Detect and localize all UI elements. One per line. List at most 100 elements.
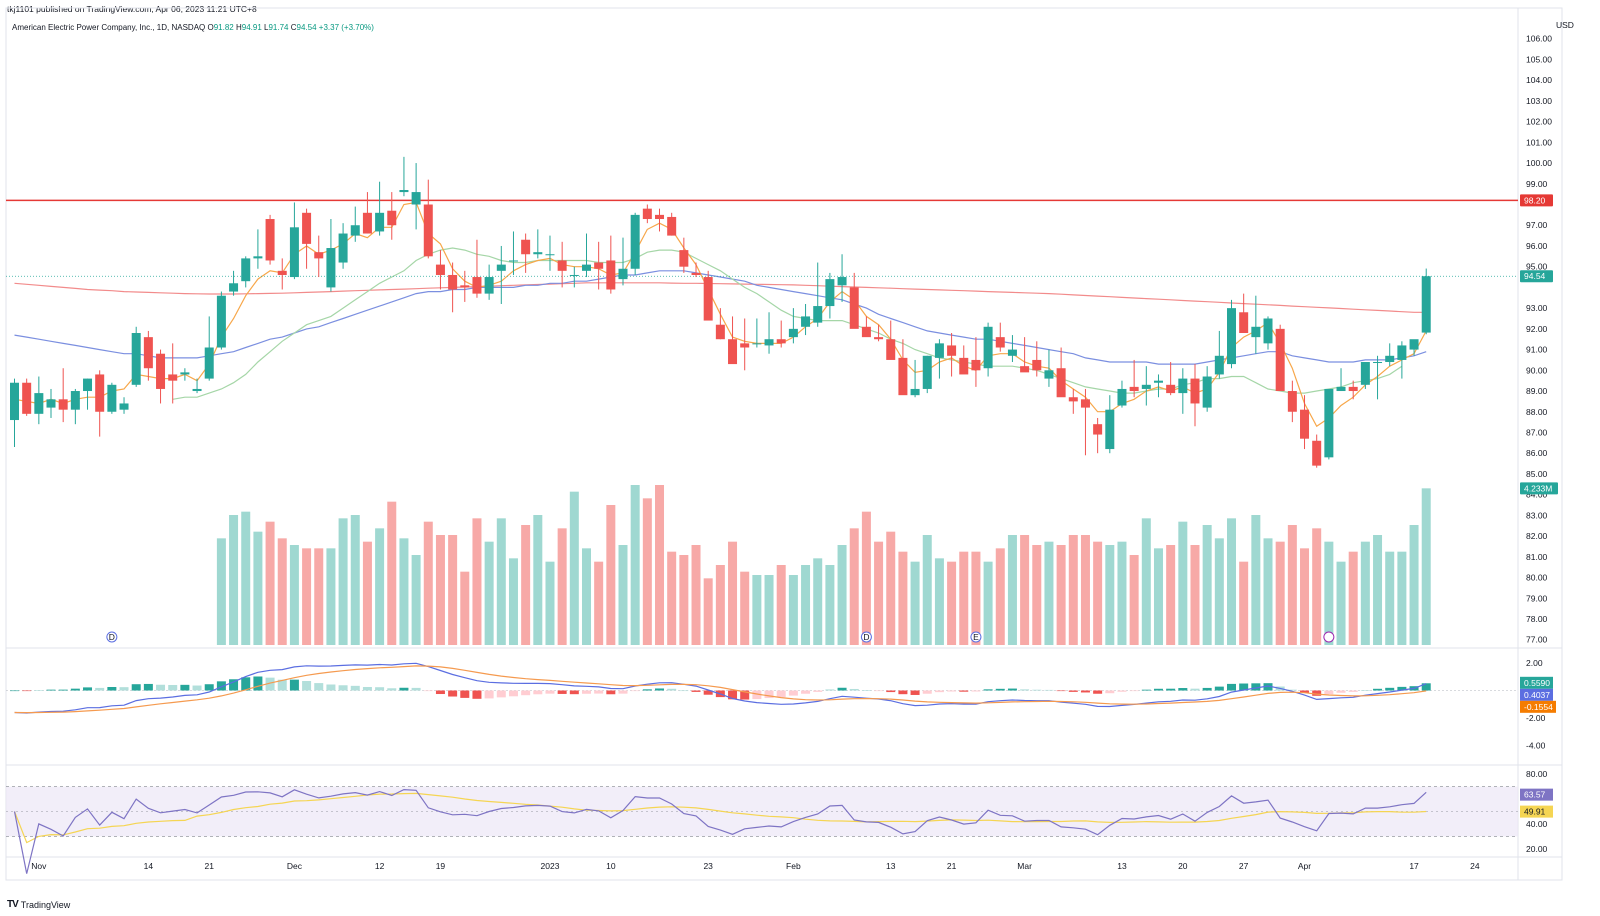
candle-body	[508, 260, 518, 262]
macd-histogram-bar	[728, 690, 738, 700]
rsi-line	[13, 788, 1427, 874]
macd-histogram-bar	[58, 689, 68, 691]
macd-histogram-bar	[192, 685, 202, 691]
volume-bar	[521, 525, 531, 645]
candle-body	[521, 239, 531, 255]
volume-bar	[983, 561, 993, 645]
moving-average-blue-line	[14, 270, 1427, 365]
macd-histogram-bar	[1324, 690, 1334, 695]
volume-bar	[1007, 535, 1017, 645]
candle-body	[119, 403, 129, 410]
tradingview-logo-icon: TV	[7, 899, 19, 910]
macd-histogram-bar	[825, 689, 835, 691]
candle-body	[655, 214, 665, 220]
candle-body	[801, 316, 811, 327]
candle-body	[229, 283, 239, 292]
volume-bar	[1324, 541, 1334, 645]
macd-histogram-bar	[606, 690, 616, 695]
candle-body	[1117, 388, 1127, 406]
volume-bar	[1080, 535, 1090, 645]
macd-histogram-bar	[1348, 690, 1358, 692]
macd-histogram-bar	[655, 688, 665, 691]
volume-bar	[557, 528, 567, 645]
price-tick-label: 106.00	[1526, 34, 1552, 44]
macd-histogram-bar	[874, 690, 884, 692]
candle-body	[1080, 399, 1090, 408]
symbol-legend: American Electric Power Company, Inc., 1…	[12, 23, 374, 32]
candle-body	[423, 204, 433, 257]
macd-histogram-bar	[691, 690, 701, 692]
candle-body	[131, 333, 141, 385]
volume-bar	[1093, 541, 1103, 645]
macd-histogram-bar	[959, 690, 969, 692]
moving-average-green-line	[172, 247, 1403, 400]
event-marker-label: D	[863, 632, 869, 642]
macd-histogram-bar	[229, 679, 239, 691]
candle-body	[1263, 318, 1273, 344]
price-tick-label: 103.00	[1526, 96, 1552, 106]
macd-hist-tag-bg	[1520, 676, 1553, 689]
candle-body	[10, 382, 19, 421]
volume-bar	[496, 518, 506, 645]
macd-histogram-bar	[168, 684, 178, 691]
macd-histogram-bar	[180, 684, 190, 691]
macd-histogram-bar	[861, 690, 871, 691]
candle-body	[156, 353, 166, 389]
macd-histogram-bar	[1141, 689, 1151, 691]
price-tick-label: 79.00	[1526, 593, 1548, 603]
macd-histogram-bar	[1251, 683, 1261, 691]
candle-body	[825, 279, 835, 307]
macd-histogram-bar	[1239, 683, 1249, 691]
event-marker-label: E	[973, 632, 979, 642]
volume-bar	[630, 485, 640, 645]
high-value: 94.91	[241, 23, 262, 32]
macd-histogram-bar	[10, 690, 19, 692]
time-tick-label: Apr	[1298, 861, 1311, 871]
time-tick-label: 19	[436, 861, 446, 871]
candle-body	[703, 277, 713, 321]
macd-histogram-bar	[1190, 688, 1200, 691]
high-label: H	[235, 23, 242, 32]
candle-body	[411, 192, 421, 205]
time-tick-label: 13	[1117, 861, 1127, 871]
candle-body	[1421, 276, 1431, 333]
candle-body	[448, 274, 458, 290]
candle-body	[886, 339, 896, 360]
time-tick-label: 14	[144, 861, 154, 871]
candle-body	[1153, 380, 1163, 383]
candle-body	[947, 345, 957, 356]
low-value: 91.74	[268, 23, 289, 32]
macd-histogram-bar	[1385, 687, 1395, 691]
volume-bar	[1263, 538, 1273, 645]
candle-body	[83, 378, 93, 392]
candle-body	[1032, 359, 1042, 371]
macd-signal-tag: -0.1554	[1524, 702, 1553, 712]
volume-bar	[545, 561, 555, 645]
macd-histogram-bar	[22, 690, 32, 692]
macd-histogram-bar	[1287, 689, 1297, 691]
volume-bar	[703, 578, 713, 645]
macd-histogram-bar	[1227, 683, 1236, 691]
volume-bar	[947, 561, 957, 645]
volume-tag-bg	[1520, 482, 1558, 495]
time-tick-label: Dec	[287, 861, 303, 871]
volume-bar	[302, 548, 312, 645]
volume-bar	[728, 541, 738, 645]
macd-histogram-bar	[1312, 690, 1322, 696]
macd-histogram-bar	[983, 689, 993, 691]
candle-body	[168, 374, 178, 381]
price-tick-label: 90.00	[1526, 365, 1548, 375]
macd-histogram-bar	[1336, 690, 1346, 693]
macd-histogram-bar	[314, 683, 324, 691]
volume-bar	[448, 535, 458, 645]
volume-bar	[971, 551, 981, 645]
candle-body	[715, 324, 725, 340]
macd-histogram-bar	[630, 690, 640, 692]
macd-histogram-bar	[484, 690, 494, 699]
candle-body	[642, 208, 652, 220]
candle-body	[581, 264, 591, 271]
close-value: 94.54	[296, 23, 317, 32]
candle-body	[776, 339, 786, 344]
candle-body	[861, 326, 871, 338]
